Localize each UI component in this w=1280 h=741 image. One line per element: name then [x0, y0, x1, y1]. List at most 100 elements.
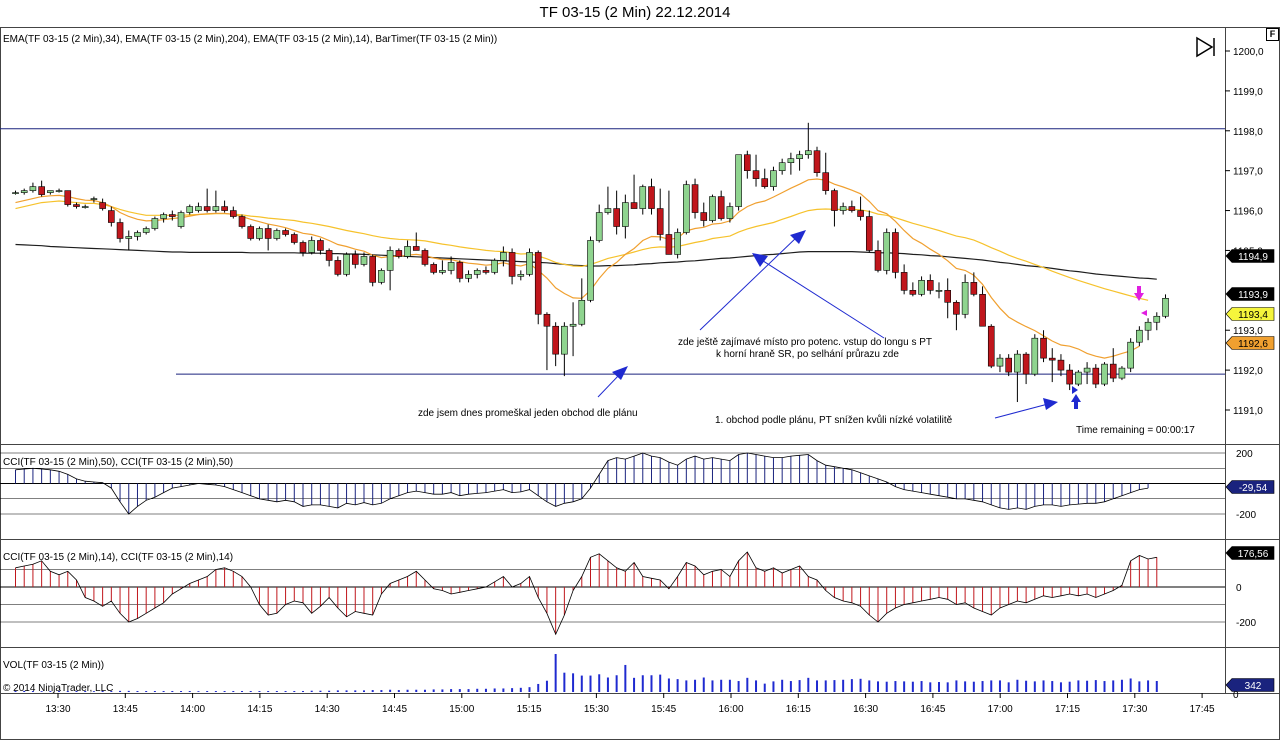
time-tick-label: 15:15: [517, 704, 542, 715]
candle-body: [805, 150, 812, 156]
candle-body: [569, 323, 577, 327]
candle-body: [691, 184, 699, 213]
candle-body: [1066, 369, 1073, 385]
cci14-tick-label: -200: [1236, 618, 1256, 629]
price-panel: 1200,01199,01198,01197,01196,01195,01193…: [0, 47, 1264, 417]
cci14-tick-label: 0: [1236, 583, 1242, 594]
candle-body: [587, 240, 594, 301]
badge-cci50-shape: [1225, 480, 1275, 494]
volume-tick-label: 0: [1233, 690, 1239, 701]
candle-body: [108, 210, 115, 223]
time-tick-label: 16:45: [920, 704, 945, 715]
price-tick-label: 1199,0: [1233, 87, 1263, 98]
candle-body: [64, 190, 72, 205]
candle-body: [604, 208, 612, 213]
candle-body: [508, 252, 516, 277]
annotation-first-trade: 1. obchod podle plánu, PT snížen kvůli n…: [715, 414, 953, 426]
price-badges: 1194,9 1193,9 1193,4 1192,6 -29,54 176,56 342: [1225, 249, 1275, 692]
arrow-missed-head: [612, 366, 628, 380]
candle-body: [987, 325, 995, 367]
cci50-tick-label: 200: [1236, 449, 1253, 460]
annotation-interesting-line1: zde ještě zajímavé místo pro potenc. vst…: [678, 337, 932, 348]
badge-ema14-shape: [1225, 336, 1275, 350]
candle-body: [674, 232, 681, 255]
candle-body: [578, 300, 586, 325]
candle-body: [900, 272, 908, 291]
candle-body: [552, 325, 559, 355]
candle-body: [735, 154, 742, 207]
candle-body: [395, 250, 403, 257]
candle-body: [683, 184, 690, 233]
candle-body: [447, 262, 455, 271]
arrow-interesting-up-line: [699, 235, 799, 331]
candle-body: [1031, 337, 1039, 375]
candle-body: [1005, 357, 1012, 373]
candle-body: [700, 212, 708, 221]
cci14-panel: 0 -200: [0, 551, 1256, 636]
candle-body: [473, 270, 481, 275]
copyright-text: © 2014 NinjaTrader, LLC: [3, 683, 113, 694]
candle-body: [238, 216, 246, 227]
time-tick-label: 15:00: [449, 704, 474, 715]
candle-body: [613, 208, 620, 227]
candle-body: [160, 214, 167, 219]
candle-body: [1153, 315, 1161, 323]
candle-body: [465, 274, 472, 279]
time-tick-label: 15:45: [651, 704, 676, 715]
candle-body: [935, 290, 943, 292]
candle-body: [526, 252, 533, 275]
float-toggle-button[interactable]: F: [1266, 28, 1279, 41]
candle-body: [221, 206, 228, 211]
candle-body: [351, 254, 359, 265]
candle-body: [290, 234, 298, 243]
buy-arrow-icon: [1071, 394, 1081, 409]
candle-body: [430, 264, 437, 273]
time-tick-label: 17:15: [1055, 704, 1080, 715]
candle-body: [203, 206, 211, 211]
candle-body: [369, 256, 376, 283]
ema204-line: [15, 243, 1157, 280]
time-tick-label: 16:00: [718, 704, 743, 715]
candle-body: [73, 204, 80, 207]
time-tick-label: 14:30: [315, 704, 340, 715]
candle-body: [151, 218, 159, 229]
candle-body: [744, 154, 751, 171]
candle-body: [317, 240, 324, 251]
candle-body: [970, 282, 978, 295]
candle-body: [717, 196, 725, 219]
candle-body: [456, 262, 464, 279]
candle-body: [404, 246, 411, 257]
annotation-arrows: [597, 230, 1147, 419]
badge-volume: 342: [1245, 681, 1262, 692]
candle-body: [264, 228, 272, 239]
candle-body: [142, 228, 150, 233]
candle-body: [857, 210, 864, 217]
play-to-end-icon[interactable]: [1196, 36, 1215, 58]
badge-volume-shape: [1225, 678, 1275, 692]
arrow-interesting-down-head: [752, 253, 768, 267]
candle-body: [256, 228, 263, 239]
chart-frame: [0, 27, 1280, 740]
candle-body: [1040, 337, 1047, 359]
price-tick-label: 1200,0: [1233, 47, 1264, 58]
candle-body: [116, 222, 124, 239]
ema14-line: [15, 178, 1140, 359]
candle-body: [709, 196, 716, 221]
badge-cci14-shape: [1225, 546, 1275, 560]
cci50-panel: 200 -200: [0, 449, 1256, 521]
candle-body: [482, 270, 490, 273]
candle-body: [918, 280, 925, 295]
candle-body: [1092, 367, 1100, 385]
candle-body: [1083, 367, 1091, 373]
arrow-trade-head: [1043, 398, 1058, 410]
candle-body: [99, 202, 106, 209]
badge-ema14: 1192,6: [1238, 339, 1268, 350]
candle-body: [848, 206, 856, 211]
candle-body: [761, 178, 769, 187]
annotation-missed-trade: zde jsem dnes promeškal jeden obchod dle…: [418, 408, 638, 419]
badge-ema204-shape: [1225, 249, 1275, 263]
exit-arrow-icon: [1134, 286, 1144, 301]
cci50-tick-label: -200: [1236, 510, 1256, 521]
arrow-interesting-up-head: [790, 230, 806, 244]
